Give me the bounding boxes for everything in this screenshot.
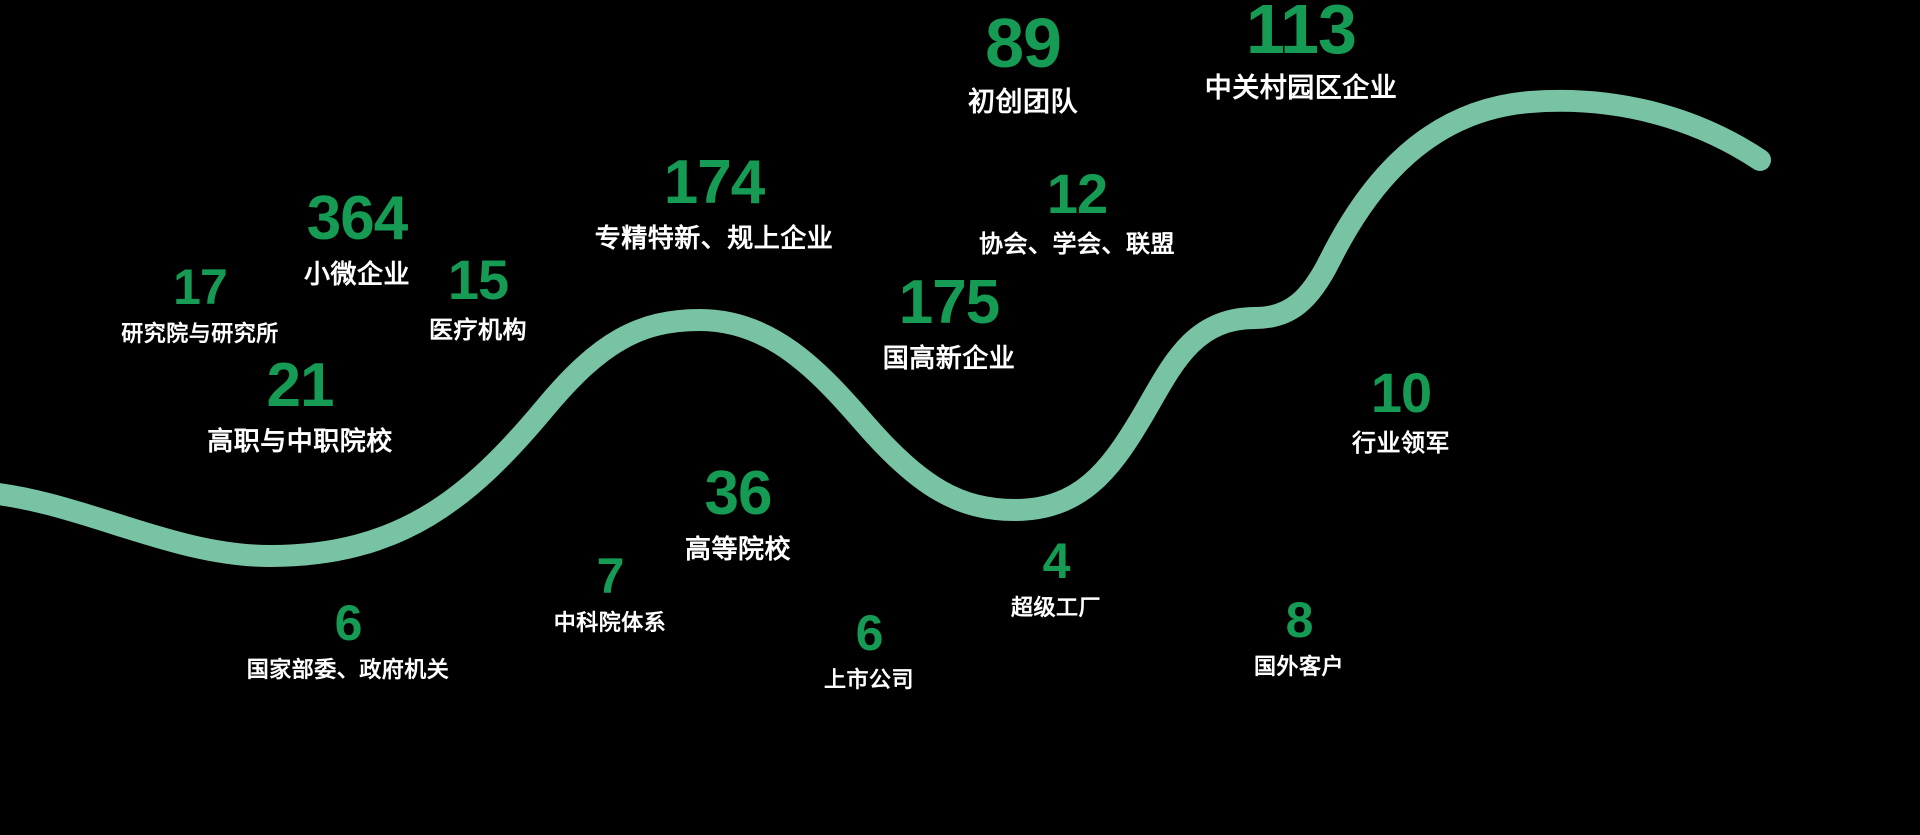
stat-label: 高等院校 bbox=[684, 534, 792, 564]
stat-item: 175 国高新企业 bbox=[883, 272, 1016, 373]
wave-curve-path bbox=[0, 89, 1771, 567]
stat-value: 174 bbox=[663, 148, 765, 217]
stat-value: 4 bbox=[1042, 533, 1071, 589]
stat-value: 364 bbox=[306, 184, 408, 253]
stat-label: 国家部委、政府机关 bbox=[246, 657, 450, 682]
stat-item: 174 专精特新、规上企业 bbox=[595, 152, 834, 253]
stat-label: 中关村园区企业 bbox=[1204, 73, 1398, 103]
stat-label: 超级工厂 bbox=[1010, 595, 1102, 620]
stat-item: 113 中关村园区企业 bbox=[1205, 0, 1398, 104]
stat-value: 89 bbox=[985, 4, 1062, 82]
stat-value: 7 bbox=[596, 548, 625, 604]
stat-value: 17 bbox=[173, 259, 228, 315]
stat-label: 中科院体系 bbox=[553, 610, 667, 635]
stat-value: 175 bbox=[898, 268, 1000, 337]
stat-value: 8 bbox=[1285, 592, 1314, 648]
stat-value: 10 bbox=[1370, 361, 1432, 424]
stat-label: 小微企业 bbox=[303, 259, 411, 289]
stat-value: 21 bbox=[266, 351, 335, 420]
stat-label: 初创团队 bbox=[968, 87, 1078, 117]
stat-value: 113 bbox=[1246, 0, 1357, 68]
stat-label: 研究院与研究所 bbox=[121, 321, 279, 346]
stat-label: 上市公司 bbox=[823, 667, 915, 692]
stat-item: 7 中科院体系 bbox=[554, 551, 667, 635]
stat-item: 17 研究院与研究所 bbox=[121, 262, 279, 346]
stat-value: 36 bbox=[704, 459, 773, 528]
stat-item: 364 小微企业 bbox=[304, 188, 410, 289]
stat-label: 协会、学会、联盟 bbox=[979, 231, 1175, 258]
stat-value: 12 bbox=[1046, 162, 1108, 225]
stat-label: 高职与中职院校 bbox=[207, 426, 393, 456]
stat-label: 国外客户 bbox=[1253, 654, 1345, 679]
stat-value: 6 bbox=[334, 595, 363, 651]
stat-item: 4 超级工厂 bbox=[1011, 536, 1101, 620]
stat-value: 15 bbox=[447, 248, 509, 311]
stat-item: 36 高等院校 bbox=[685, 463, 791, 564]
stat-item: 6 国家部委、政府机关 bbox=[247, 598, 450, 682]
stat-label: 行业领军 bbox=[1352, 430, 1450, 457]
stat-item: 12 协会、学会、联盟 bbox=[979, 166, 1175, 258]
stat-label: 医疗机构 bbox=[429, 317, 527, 344]
stat-label: 专精特新、规上企业 bbox=[594, 223, 834, 253]
stat-label: 国高新企业 bbox=[882, 343, 1016, 373]
stat-item: 10 行业领军 bbox=[1352, 365, 1450, 457]
stat-item: 6 上市公司 bbox=[824, 608, 914, 692]
stat-item: 8 国外客户 bbox=[1254, 595, 1344, 679]
stat-item: 15 医疗机构 bbox=[429, 252, 527, 344]
stat-item: 89 初创团队 bbox=[968, 8, 1078, 118]
stat-item: 21 高职与中职院校 bbox=[207, 355, 393, 456]
stat-value: 6 bbox=[855, 605, 884, 661]
